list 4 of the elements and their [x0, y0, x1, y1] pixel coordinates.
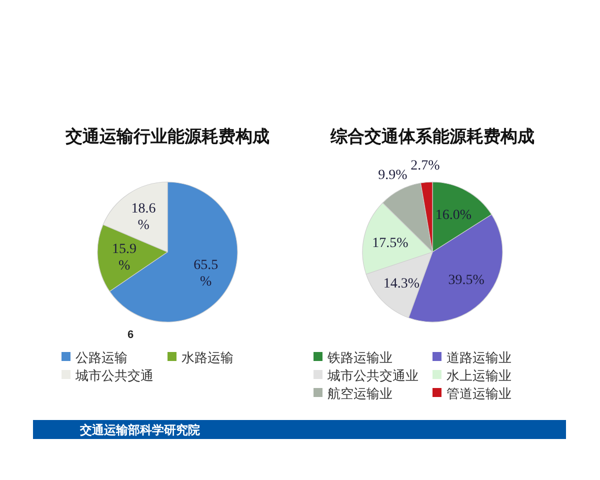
title: 综合交通体系能源耗费构成 — [330, 127, 534, 146]
annotation: 交通运输部科学研究院 — [80, 423, 200, 437]
annotation: 6 — [128, 329, 134, 341]
title: 交通运输行业能源耗费构成 — [66, 127, 270, 146]
